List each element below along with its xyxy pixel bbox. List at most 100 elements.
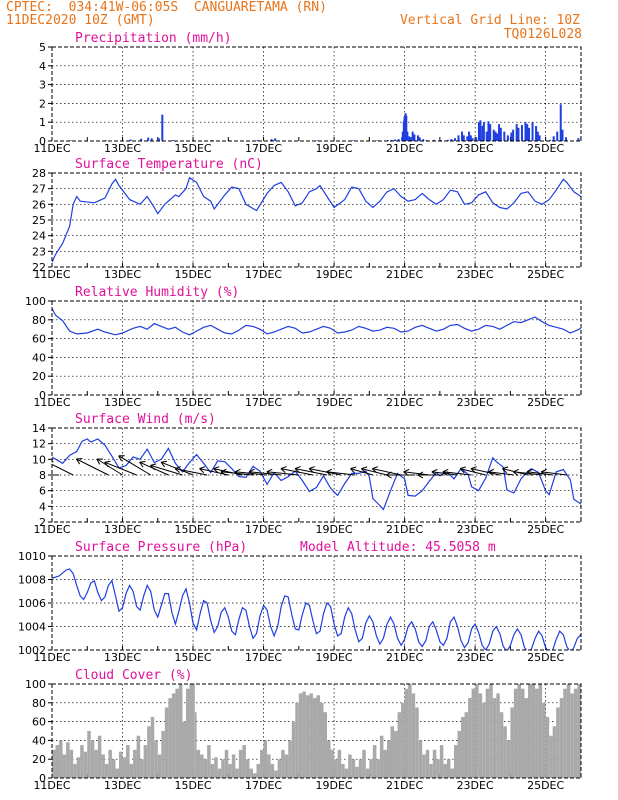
wind-vector-head [361,466,368,474]
cloud-bar [418,740,423,778]
cloud-bar [171,693,176,778]
y-tick-label: 24 [32,230,46,243]
wind-vector-head [417,471,424,479]
cloud-bar [538,684,543,778]
cloud-bar [362,749,366,778]
cloud-bar [559,698,564,778]
x-tick-label: 15DEC [174,142,211,155]
x-tick-label: 13DEC [104,396,141,409]
cloud-bar [492,698,497,778]
wind-vector-head [526,468,533,476]
cloud-bar [394,731,398,778]
cloud-bar [520,688,525,778]
cloud-bar [436,759,440,778]
grid-lines [52,428,581,522]
x-tick-label: 15DEC [174,651,211,664]
cloud-bar [344,768,349,778]
y-tick-label: 1 [39,116,46,129]
x-tick-label: 17DEC [245,779,282,792]
cloud-bar [224,749,229,778]
cloud-bar [168,698,172,778]
cloud-bar [263,740,268,778]
cloud-bar [506,740,511,778]
cloud-bar [556,707,560,778]
x-tick-label: 23DEC [457,142,494,155]
wind-vector [470,468,500,476]
wind-vector-head [220,468,227,476]
precip-bar [69,140,72,141]
cloud-bar [513,688,518,778]
wind-vector [403,471,430,476]
x-tick-label: 21DEC [386,523,423,536]
cloud-bar [348,754,352,778]
y-tick-label: 5 [39,41,46,54]
cloud-bar [323,712,328,778]
precip-bar [475,137,478,141]
cloud-bar [376,759,380,778]
cloud-bar [115,768,119,778]
cloud-bar [542,702,546,778]
cloud-bar [570,693,574,778]
series-line [52,176,581,263]
cloud-bar [178,684,183,778]
wind-vector-head [118,455,125,462]
cloud-bar [531,684,536,778]
y-tick-label: 26 [32,198,46,211]
y-tick-label: 6 [39,485,46,498]
cloud-bar [319,702,324,778]
cloud-bar [210,763,215,778]
y-tick-label: 1008 [18,574,46,587]
wind-vector-head [150,463,157,471]
precip-bar [528,127,531,141]
wind-vector-head [386,471,392,479]
precip-bar [520,125,523,141]
wind-vector-head [174,466,181,474]
precip-bar [503,131,506,141]
cloud-bar [358,759,363,778]
grid-lines [52,301,581,395]
cloud-bar [129,763,134,778]
data-layer [52,568,581,650]
x-tick-label: 25DEC [527,396,564,409]
cloud-bar [489,684,493,778]
cloud-bar [337,749,342,778]
cloud-bar [549,735,553,778]
cloud-bar [524,698,529,778]
cloud-bar [496,693,500,778]
panel-title: Surface Temperature (nC) [75,157,263,172]
panel-title: Surface Pressure (hPa) [75,540,247,555]
precip-bar [506,135,509,141]
panel-annotation: Model Altitude: 45.5058 m [300,540,496,555]
wind-vector [527,471,553,476]
cloud-bar [432,749,437,778]
x-tick-label: 19DEC [316,142,353,155]
cloud-bar [260,749,264,778]
wind-vector [326,471,356,476]
precip-bar [499,127,502,141]
cloud-bar [468,698,472,778]
series-line [52,568,581,650]
cloud-bar [369,759,373,778]
data-layer [52,308,581,336]
cloud-bar [401,702,405,778]
cloud-bar [577,684,581,778]
cloud-bar [256,763,261,778]
wind-vector-head [139,460,146,468]
cloud-bar [147,726,151,778]
cloud-bar [535,688,539,778]
series-line [52,308,581,336]
wind-vector [175,468,208,476]
data-layer [52,438,581,511]
precip-bar [432,139,435,141]
wind-vector-head [513,468,519,476]
cloud-bar [154,740,158,778]
cloud-bar [221,759,225,778]
cloud-bar [425,749,430,778]
x-tick-label: 17DEC [245,396,282,409]
precip-bar [515,124,518,141]
precip-bar [535,125,538,141]
precip-bar [140,138,143,141]
precip-bar [457,135,460,141]
wind-vector-head [248,468,255,476]
